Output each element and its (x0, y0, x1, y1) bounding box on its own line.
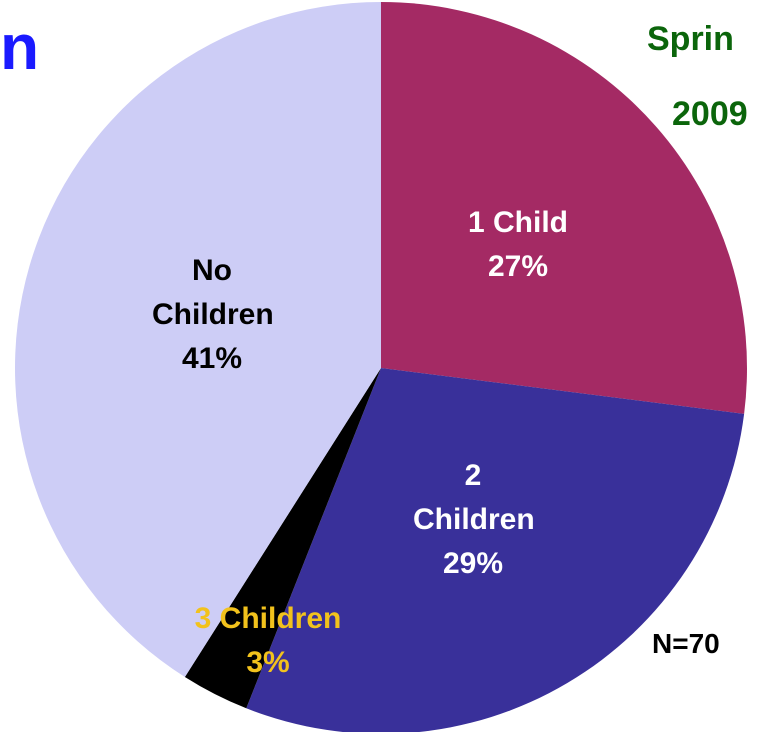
slice-value: 27% (487, 250, 549, 283)
slice-label: 2 Children 29% (413, 454, 535, 586)
slice-category: 2 Children (413, 459, 535, 536)
annotation: N=70 (652, 628, 720, 659)
slice-label: No Children 41% (152, 249, 274, 381)
pie-slice (184, 368, 381, 709)
slice-value: 3% (246, 646, 290, 679)
annotation: 2009 (672, 95, 748, 133)
pie-slice (381, 2, 747, 414)
slice-label: 3 Children 3% (168, 597, 368, 685)
slice-category: No Children (152, 254, 274, 331)
slice-value: 41% (181, 342, 243, 375)
pie-slice (246, 368, 745, 732)
pie-slice (14, 2, 381, 678)
slice-label: 1 Child 27% (438, 201, 598, 289)
slice-value: 29% (442, 547, 504, 580)
slice-category: 1 Child (467, 206, 568, 239)
annotation: n (0, 11, 40, 83)
annotation: Sprin (647, 20, 734, 58)
slice-category: 3 Children (194, 602, 342, 635)
